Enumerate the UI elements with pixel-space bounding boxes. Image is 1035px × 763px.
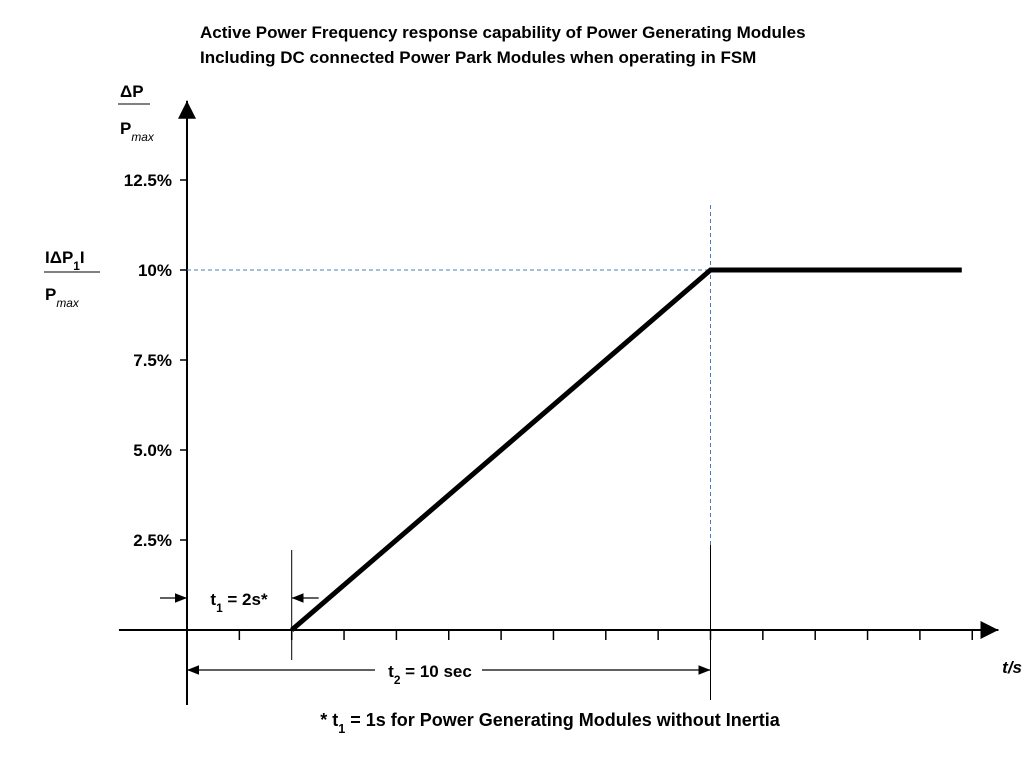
chart-title: Active Power Frequency response capabili… [200, 23, 806, 42]
annotation-numerator: IΔP1I [45, 248, 85, 273]
footnote-part: * t [320, 710, 338, 730]
annotation-numerator-part: IΔP [45, 248, 73, 267]
t1-label-part: = 2s* [223, 590, 268, 609]
y-label-denominator: Pmax [120, 119, 155, 144]
chart-title: Including DC connected Power Park Module… [200, 48, 756, 67]
t2-label-part: t [388, 662, 394, 681]
y-label-numerator-part: ΔP [120, 82, 144, 101]
y-tick-label: 12.5% [124, 171, 172, 190]
t1-label-part: t [210, 590, 216, 609]
y-tick-label: 2.5% [133, 531, 172, 550]
y-label-denominator-part: max [131, 130, 155, 144]
footnote: * t1 = 1s for Power Generating Modules w… [320, 710, 781, 736]
footnote-part: 1 [338, 722, 345, 736]
y-label-numerator: ΔP [120, 82, 144, 101]
y-label-denominator-part: P [120, 119, 131, 138]
annotation-numerator-part: 1 [73, 259, 80, 273]
y-tick-label: 10% [138, 261, 172, 280]
response-line [290, 267, 962, 632]
annotation-denominator-part: P [45, 285, 56, 304]
x-label: t/s [1002, 658, 1022, 677]
t1-label-part: 1 [216, 601, 223, 615]
annotation-denominator: Pmax [45, 285, 80, 310]
footnote-part: = 1s for Power Generating Modules withou… [345, 710, 781, 730]
t2-label-part: 2 [394, 673, 401, 687]
y-tick-label: 5.0% [133, 441, 172, 460]
y-tick-label: 7.5% [133, 351, 172, 370]
t2-label: t2 = 10 sec [388, 662, 472, 687]
annotation-denominator-part: max [56, 296, 80, 310]
annotation-numerator-part: I [80, 248, 85, 267]
t1-label: t1 = 2s* [210, 590, 268, 615]
t2-label-part: = 10 sec [400, 662, 471, 681]
